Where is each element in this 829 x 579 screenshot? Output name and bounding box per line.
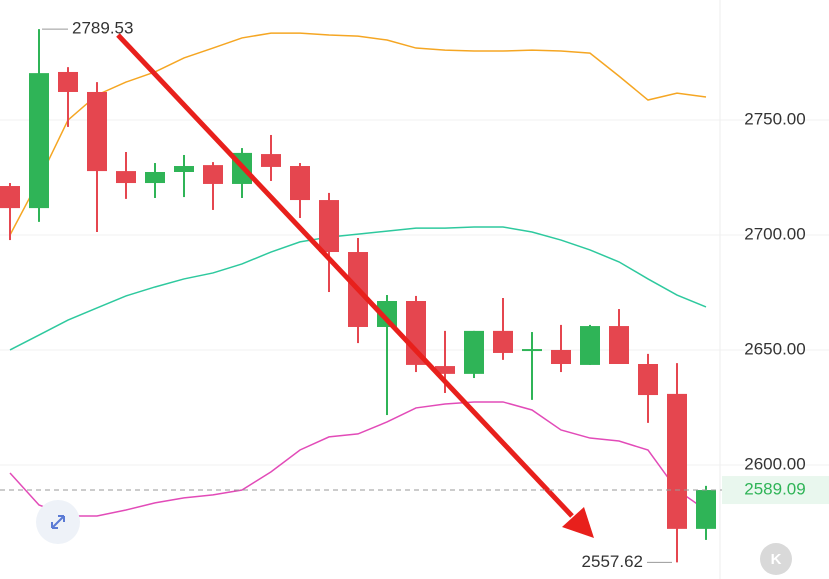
candle-body xyxy=(377,300,397,327)
candle-body xyxy=(116,171,136,184)
candle-body xyxy=(609,326,629,365)
band-line xyxy=(9,226,707,351)
zoom-icon[interactable] xyxy=(51,515,65,529)
last-price-label: 2589.09 xyxy=(744,480,805,499)
candle-body xyxy=(174,166,194,172)
k-button-label[interactable]: K xyxy=(771,551,782,568)
candle-body xyxy=(435,366,455,374)
candle-body xyxy=(696,490,716,529)
candle-body xyxy=(319,200,339,253)
y-tick-label: 2650.00 xyxy=(744,339,805,358)
k-button-bg[interactable] xyxy=(760,543,792,575)
candle-body xyxy=(580,326,600,365)
band-line xyxy=(9,401,707,517)
bands xyxy=(9,32,707,517)
zoom-button[interactable] xyxy=(36,500,80,544)
arrow-shaft xyxy=(116,33,574,518)
last-price-bg xyxy=(722,476,829,505)
candle-body xyxy=(290,166,310,201)
candle-body xyxy=(0,186,20,209)
candles xyxy=(0,29,716,563)
y-tick-label: 2700.00 xyxy=(744,224,805,243)
labels: 2600.00 2650.00 2700.00 2750.00 2789.53 2557.… xyxy=(0,19,829,571)
y-tick-label: 2750.00 xyxy=(744,110,805,129)
candle-body xyxy=(58,71,78,92)
max-label: 2789.53 xyxy=(72,19,133,38)
band-line xyxy=(9,32,707,236)
k-button[interactable]: K xyxy=(760,543,792,575)
candle-body xyxy=(87,91,107,172)
candle-body xyxy=(145,171,165,184)
candle-body xyxy=(29,73,49,209)
y-tick-label: 2600.00 xyxy=(744,454,805,473)
min-label: 2557.62 xyxy=(582,552,643,571)
candle-body xyxy=(522,349,542,352)
candle-body xyxy=(667,393,687,529)
candle-body xyxy=(261,154,281,167)
candle-body xyxy=(464,330,484,374)
candle-body xyxy=(638,364,658,396)
arrow-head xyxy=(562,507,594,538)
candle-body xyxy=(203,165,223,184)
trend-arrow xyxy=(116,33,594,538)
candle-body xyxy=(551,349,571,365)
candle-body xyxy=(493,330,513,353)
